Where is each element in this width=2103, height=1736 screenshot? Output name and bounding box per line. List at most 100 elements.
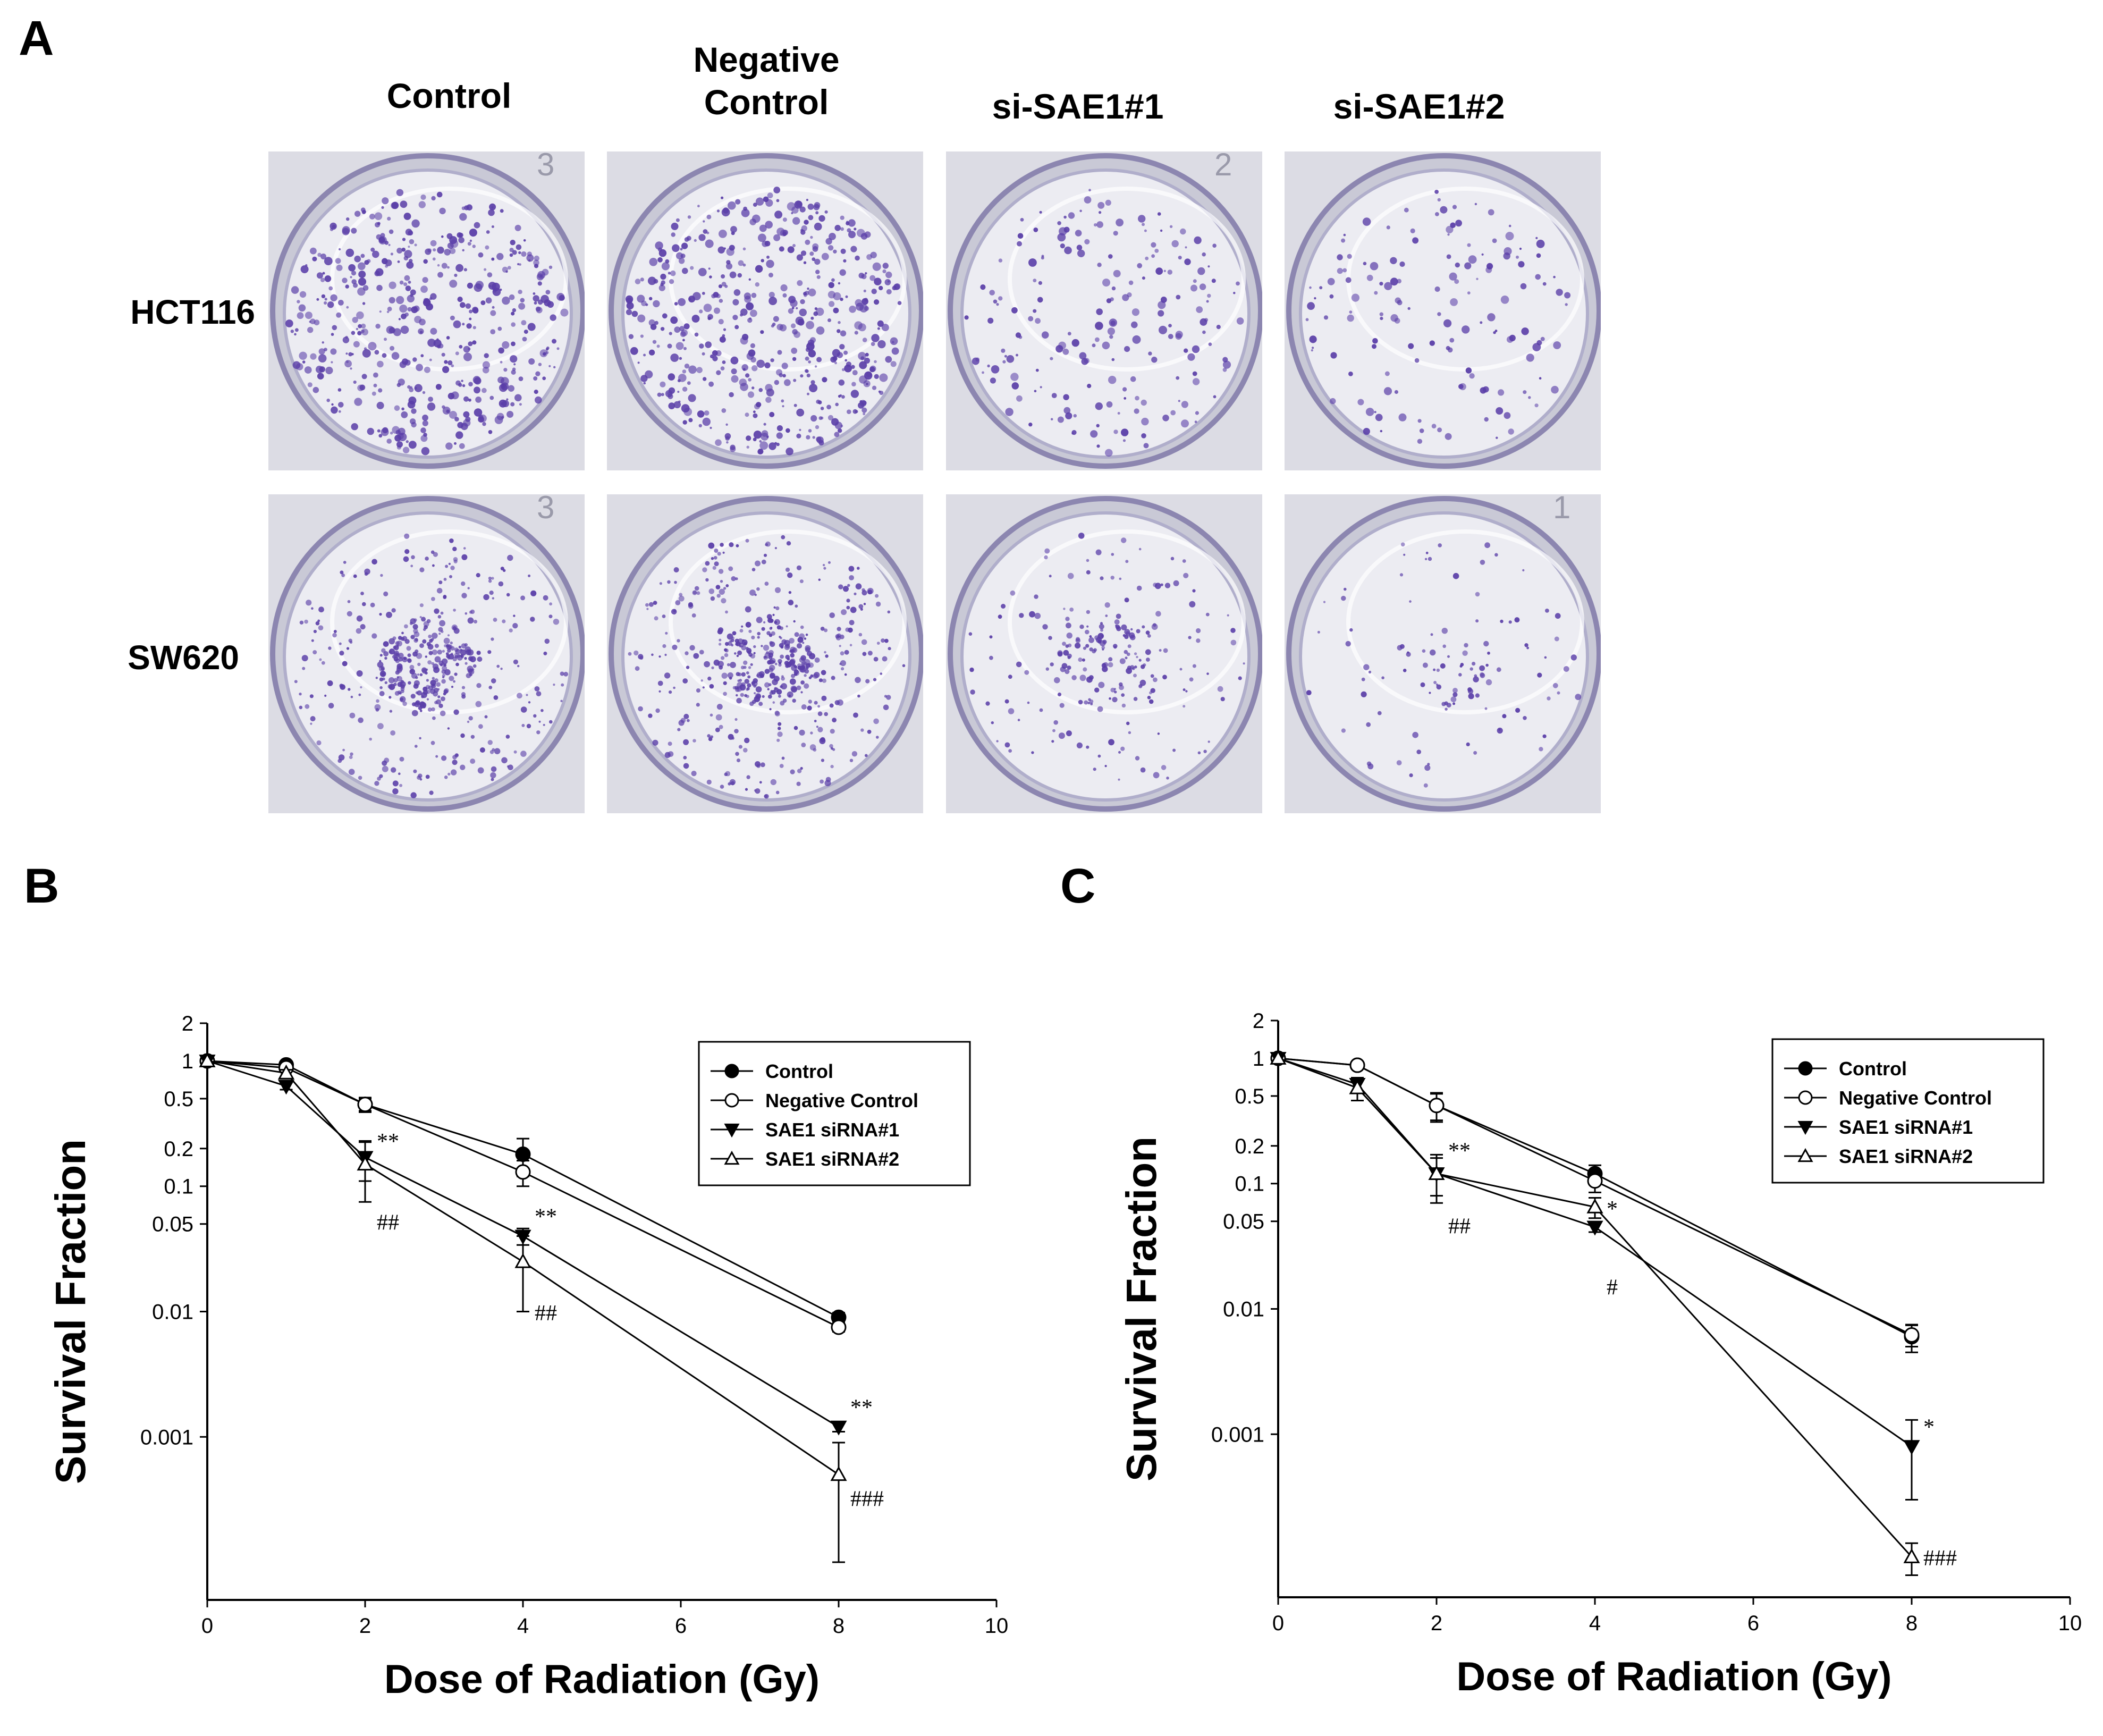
data-point	[277, 1080, 295, 1095]
legend-marker	[1797, 1148, 1813, 1162]
petri-dish-photo: 3	[268, 490, 586, 813]
series-sae1-sirna-2	[1270, 1049, 1920, 1576]
x-tick-label: 8	[833, 1614, 844, 1638]
x-tick-label: 10	[2058, 1612, 2082, 1635]
y-tick-label: 0.1	[164, 1175, 193, 1199]
data-point	[277, 1064, 295, 1080]
x-tick-label: 2	[1431, 1612, 1442, 1635]
error-bar	[517, 1235, 529, 1312]
colony-dish-image: 3	[268, 490, 586, 813]
petri-dish-photo: 1	[1285, 490, 1602, 813]
significance-annotation: ##	[535, 1301, 557, 1326]
significance-annotation: **	[1448, 1139, 1471, 1164]
y-axis-label: Survival Fraction	[47, 1139, 94, 1484]
data-point	[1428, 1165, 1445, 1180]
data-point	[1904, 1327, 1920, 1343]
legend-label: SAE1 siRNA#2	[1839, 1145, 1973, 1167]
data-point	[1587, 1173, 1603, 1189]
legend-marker	[724, 1093, 739, 1108]
error-bar	[1905, 1419, 1918, 1501]
legend: Control Negative Control SAE1 siRNA#1 SAE1 …	[698, 1041, 971, 1186]
panel-label-c: C	[1060, 859, 1096, 913]
significance-annotation: **	[535, 1205, 557, 1229]
petri-dish-photo	[1285, 151, 1602, 470]
y-tick-label: 0.2	[1235, 1135, 1264, 1158]
error-bar	[832, 1442, 845, 1563]
x-tick-label: 2	[359, 1614, 371, 1638]
colony-dish-image	[946, 494, 1263, 813]
petri-dish-photo	[607, 151, 924, 470]
survival-chart-c: 0 2 4 6 8 10 2 1 0.5 0.2 0.1 0.05 0.01 0.001 Dose of R…	[1118, 1009, 2082, 1699]
significance-annotation: *	[1607, 1197, 1618, 1221]
x-tick-label: 6	[675, 1614, 687, 1638]
legend-label: SAE1 siRNA#1	[1839, 1116, 1973, 1138]
legend-label: SAE1 siRNA#1	[765, 1119, 899, 1141]
data-point	[357, 1156, 374, 1171]
legend-label: Control	[765, 1060, 833, 1082]
y-axis-label: Survival Fraction	[1118, 1136, 1165, 1481]
legend: Control Negative Control SAE1 siRNA#1 SAE1 …	[1771, 1038, 2045, 1184]
significance-annotation: *	[1923, 1415, 1935, 1439]
x-tick-label: 4	[1589, 1612, 1601, 1635]
data-point	[1586, 1220, 1603, 1236]
svg-text:3: 3	[537, 151, 554, 182]
data-point	[830, 1466, 847, 1481]
x-tick-label: 10	[985, 1614, 1009, 1638]
significance-annotation: ##	[377, 1210, 399, 1235]
legend-label: SAE1 siRNA#2	[765, 1148, 899, 1170]
significance-annotation: **	[377, 1130, 399, 1154]
column-label-negative-control: Negative Control	[693, 40, 840, 122]
legend-label: Control	[1839, 1058, 1907, 1080]
data-point	[1270, 1049, 1287, 1065]
legend-marker	[1798, 1090, 1813, 1105]
row-label-hct116: HCT116	[130, 293, 255, 331]
column-label-si-sae1-2: si-SAE1#2	[1333, 87, 1505, 126]
significance-annotation: ###	[850, 1487, 884, 1512]
x-axis-label: Dose of Radiation (Gy)	[1456, 1654, 1891, 1699]
data-point	[514, 1253, 531, 1268]
legend-marker	[724, 1150, 740, 1165]
x-tick-label: 4	[517, 1614, 529, 1638]
significance-annotation: ##	[1448, 1215, 1471, 1239]
data-point	[1903, 1548, 1920, 1563]
svg-text:3: 3	[537, 494, 554, 525]
data-point	[1903, 1440, 1920, 1455]
significance-annotation: ###	[1923, 1546, 1957, 1571]
legend-marker	[724, 1123, 740, 1138]
data-point	[1429, 1098, 1445, 1114]
y-tick-label: 0.001	[140, 1426, 193, 1449]
y-tick-label: 2	[182, 1012, 193, 1035]
data-point	[1586, 1198, 1603, 1213]
colony-dish-image	[607, 151, 924, 470]
data-point	[515, 1164, 531, 1180]
legend-marker	[1798, 1061, 1813, 1076]
significance-annotation: #	[1607, 1276, 1618, 1300]
legend-box	[1771, 1038, 2045, 1184]
colony-dish-image: 2	[946, 147, 1263, 470]
survival-chart-b: 0 2 4 6 8 10 2 1 0.5 0.2 0.1 0.05 0.01 0.001 Dose of R…	[47, 1012, 1009, 1702]
y-tick-label: 0.001	[1211, 1423, 1264, 1446]
y-tick-label: 0.5	[164, 1088, 193, 1111]
series-negative-control	[199, 1053, 847, 1335]
panel-label-a: A	[19, 11, 54, 65]
legend-box	[698, 1041, 971, 1186]
legend-label: Negative Control	[1839, 1087, 1992, 1109]
y-tick-label: 0.5	[1235, 1085, 1264, 1108]
panel-label-b: B	[24, 859, 60, 913]
row-label-sw620: SW620	[128, 638, 239, 677]
column-label-control: Control	[386, 76, 512, 115]
y-tick-label: 2	[1253, 1009, 1264, 1033]
petri-dish-photo: 3	[268, 147, 586, 470]
legend-label: Negative Control	[765, 1090, 918, 1111]
colony-dish-image: 3	[268, 147, 586, 470]
y-tick-label: 0.01	[152, 1301, 193, 1324]
y-tick-label: 0.01	[1223, 1298, 1264, 1321]
significance-annotation: **	[850, 1396, 873, 1420]
data-point	[357, 1097, 373, 1113]
x-tick-label: 6	[1747, 1612, 1759, 1635]
x-axis-label: Dose of Radiation (Gy)	[384, 1657, 820, 1702]
data-point	[831, 1319, 847, 1335]
data-point	[199, 1052, 216, 1067]
petri-dish-photo: 2	[946, 147, 1263, 470]
data-point	[1349, 1057, 1365, 1073]
